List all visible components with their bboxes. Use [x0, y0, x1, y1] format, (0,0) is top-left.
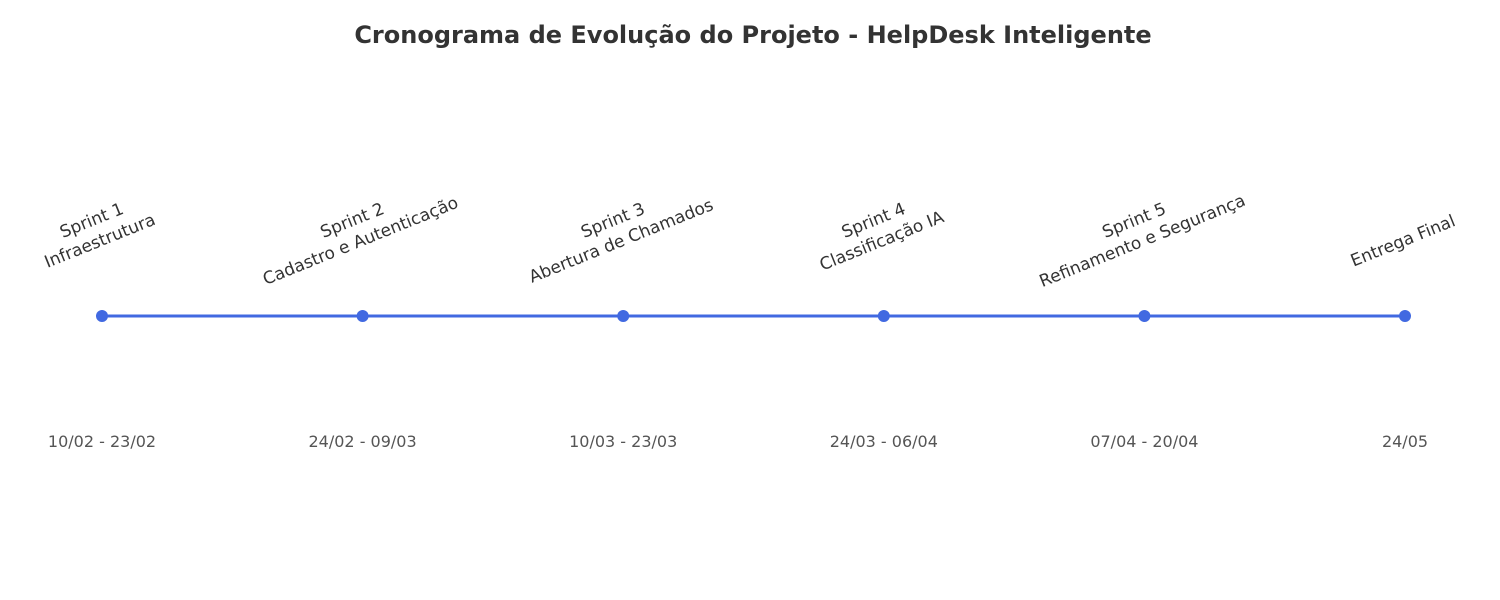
milestone-marker [877, 310, 890, 322]
milestone-label: Sprint 1Infraestrutura [34, 190, 159, 273]
milestone-date: 10/02 - 23/02 [48, 432, 156, 451]
milestone-date: 24/05 [1382, 432, 1428, 451]
milestone-date: 24/03 - 06/04 [830, 432, 938, 451]
milestone-label: Sprint 2Cadastro e Autenticação [252, 173, 461, 290]
milestone-marker [96, 310, 108, 322]
milestone-label: Sprint 3Abertura de Chamados [518, 175, 716, 288]
milestone-marker [356, 310, 369, 322]
chart-title: Cronograma de Evolução do Projeto - Help… [354, 21, 1151, 49]
milestone-date: 24/02 - 09/03 [309, 432, 417, 451]
milestone-label: Sprint 5Refinamento e Segurança [1028, 170, 1248, 291]
milestone-marker [1399, 310, 1411, 322]
milestone-date: 07/04 - 20/04 [1090, 432, 1198, 451]
timeline-marks: Sprint 1Infraestrutura 10/02 - 23/02 Sprin… [34, 170, 1459, 451]
milestone-marker [1138, 310, 1151, 322]
milestone-marker [617, 310, 630, 322]
milestone-label: Entrega Final [1348, 211, 1458, 271]
milestone-date: 10/03 - 23/03 [569, 432, 677, 451]
milestone-label-line: Entrega Final [1348, 211, 1458, 271]
milestone-label: Sprint 4Classificação IA [809, 187, 948, 276]
